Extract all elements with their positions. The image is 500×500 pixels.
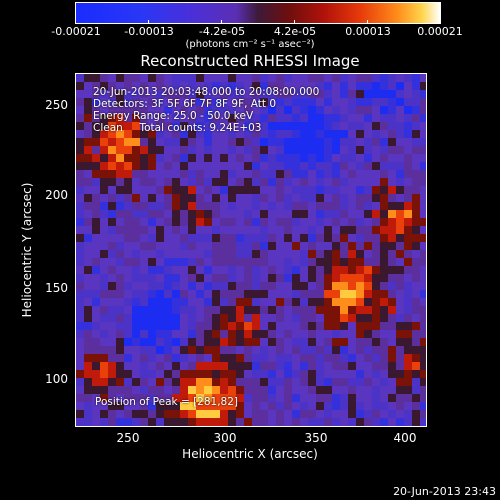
colorbar-label: 4.2e-05 — [273, 25, 317, 38]
info-energy-range: Energy Range: 25.0 - 50.0 keV — [93, 110, 254, 122]
colorbar-tick — [367, 20, 368, 24]
colorbar-tick — [439, 20, 440, 24]
y-tick-label: 200 — [45, 188, 68, 202]
colorbar-label: 0.00013 — [345, 25, 391, 38]
colorbar-tick — [75, 20, 76, 24]
timestamp: 20-Jun-2013 23:43 — [393, 485, 496, 498]
colorbar-tick — [294, 20, 295, 24]
info-time-range: 20-Jun-2013 20:03:48.000 to 20:08:00.000 — [93, 86, 320, 98]
colorbar-label: -0.00021 — [51, 25, 101, 38]
x-tick-label: 250 — [116, 431, 140, 445]
colorbar-label: 0.00021 — [417, 25, 463, 38]
colorbar — [75, 2, 441, 24]
peak-position: Position of Peak = [281,82] — [95, 396, 239, 408]
colorbar-units: (photons cm⁻² s⁻¹ asec⁻²) — [185, 39, 315, 50]
colorbar-tick — [221, 20, 222, 24]
colorbar-tick — [148, 20, 149, 24]
y-tick-label: 150 — [45, 281, 68, 295]
colorbar-label: -0.00013 — [124, 25, 174, 38]
heatmap-image — [76, 74, 426, 426]
y-tick-label: 100 — [45, 372, 68, 386]
y-axis-label: Heliocentric Y (arcsec) — [20, 182, 34, 318]
x-tick-label: 400 — [393, 431, 417, 445]
plot-title: Reconstructed RHESSI Image — [140, 52, 360, 70]
x-tick-label: 350 — [304, 431, 328, 445]
y-tick-label: 250 — [45, 98, 68, 112]
info-detectors: Detectors: 3F 5F 6F 7F 8F 9F, Att 0 — [93, 98, 277, 110]
x-axis-label: Heliocentric X (arcsec) — [182, 447, 318, 461]
x-tick-label: 300 — [213, 431, 237, 445]
image-plot[interactable] — [75, 73, 427, 427]
colorbar-label: -4.2e-05 — [198, 25, 246, 38]
info-clean-counts: Clean Total counts: 9.24E+03 — [93, 122, 262, 134]
